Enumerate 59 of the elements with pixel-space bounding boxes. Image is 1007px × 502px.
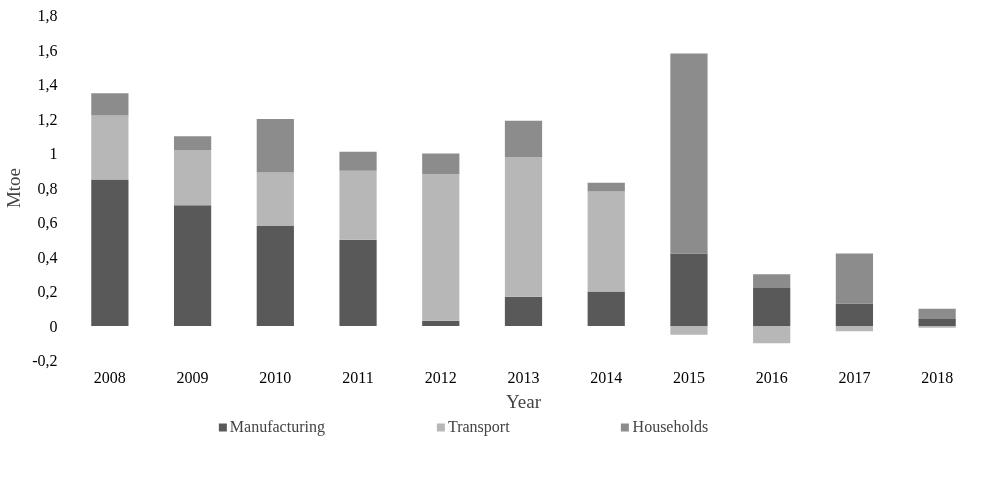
x-tick-label: 2008 <box>93 368 126 386</box>
y-tick-label: 0 <box>49 317 58 335</box>
x-tick-label: 2011 <box>342 368 374 386</box>
bar <box>339 170 377 240</box>
y-tick-label: 0,4 <box>37 248 58 266</box>
x-tick-label: 2016 <box>755 368 788 386</box>
bar <box>256 225 294 326</box>
bar <box>753 326 791 344</box>
bar <box>753 288 791 326</box>
bar <box>504 120 543 157</box>
bar <box>422 174 460 321</box>
x-tick-label: 2018 <box>921 368 954 386</box>
x-axis-title: Year <box>505 390 542 412</box>
y-tick-label: 0,8 <box>37 179 58 197</box>
y-tick-label: 0,2 <box>37 283 58 300</box>
bar <box>173 136 212 151</box>
bar <box>339 151 377 171</box>
bar <box>173 150 212 206</box>
x-tick-label: 2013 <box>507 368 540 386</box>
x-tick-label: 2012 <box>424 368 457 386</box>
y-tick-label: 0,6 <box>37 214 58 231</box>
bar <box>91 93 129 116</box>
bar <box>587 182 625 192</box>
bar <box>587 291 625 326</box>
bar <box>173 205 212 326</box>
y-tick-label: 1,6 <box>37 41 58 59</box>
bar <box>587 191 625 292</box>
legend-label: Transport <box>447 418 510 436</box>
bar <box>256 119 294 173</box>
x-tick-label: 2015 <box>672 368 705 386</box>
y-tick-label: 1,8 <box>37 7 58 24</box>
bar <box>91 179 129 326</box>
bar <box>753 274 791 289</box>
bar <box>670 53 708 254</box>
y-tick-label: 1 <box>49 145 58 162</box>
bar <box>835 303 874 326</box>
bar <box>422 320 460 326</box>
x-tick-label: 2009 <box>176 368 209 386</box>
bar <box>504 296 543 326</box>
y-tick-label: 1,2 <box>37 110 58 128</box>
x-tick-label: 2010 <box>259 368 292 386</box>
y-tick-label: 1,4 <box>37 76 58 93</box>
bar <box>670 253 708 326</box>
x-tick-label: 2014 <box>590 368 623 386</box>
bar <box>918 308 956 320</box>
legend-label: Households <box>632 418 709 436</box>
y-axis-title: Mtoe <box>3 167 25 209</box>
bar <box>256 172 294 226</box>
bar <box>835 326 874 332</box>
bar <box>339 239 377 326</box>
legend-label: Manufacturing <box>229 418 325 436</box>
bar <box>670 326 708 335</box>
x-tick-label: 2017 <box>838 368 871 386</box>
bar <box>91 115 129 180</box>
bar <box>504 156 543 297</box>
y-tick-label: -0,2 <box>32 352 58 369</box>
bar <box>835 253 874 304</box>
bar <box>422 153 460 175</box>
bar <box>918 319 956 326</box>
